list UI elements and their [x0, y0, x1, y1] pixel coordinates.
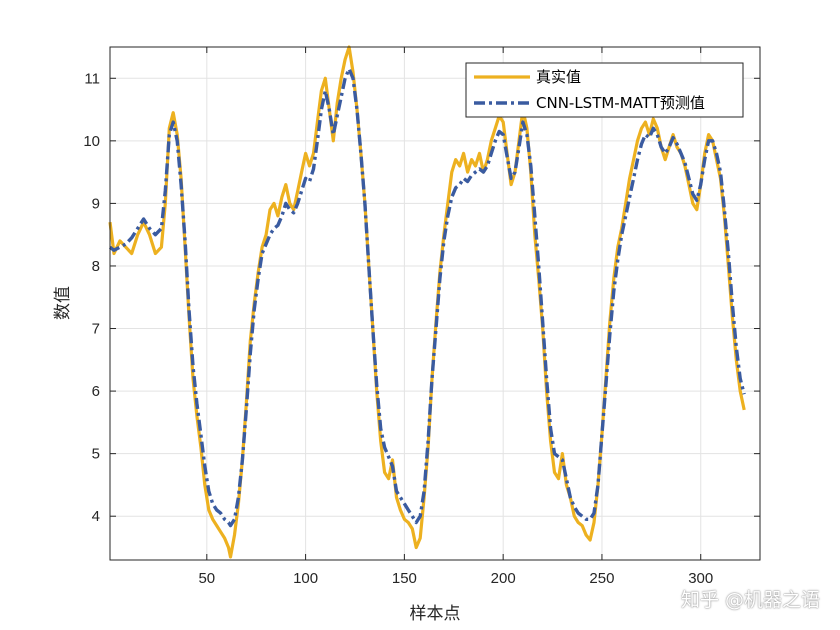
plot-frame	[109, 46, 761, 561]
series-line-true	[108, 45, 746, 559]
y-tick-label: 11	[84, 70, 100, 87]
legend-label-true: 真实值	[536, 68, 581, 86]
x-axis-label: 样本点	[410, 604, 461, 624]
y-tick-label: 8	[92, 258, 100, 275]
y-axis-label: 数值	[53, 286, 73, 320]
plot-background	[110, 47, 760, 560]
series-layer	[108, 45, 746, 559]
watermark: 知乎 @机器之语	[680, 589, 820, 611]
x-tick-label: 50	[198, 570, 215, 587]
legend: 真实值 CNN-LSTM-MATT预测值	[465, 62, 744, 118]
y-tick-label: 4	[92, 508, 100, 525]
x-tick-label: 150	[392, 570, 417, 587]
y-tick-label: 6	[92, 383, 100, 400]
x-tick-label: 300	[688, 570, 713, 587]
x-tick-label: 100	[293, 570, 318, 587]
y-tick-label: 5	[92, 446, 100, 463]
y-tick-label: 10	[83, 133, 100, 150]
legend-box	[465, 62, 744, 118]
x-tick-label: 250	[589, 570, 614, 587]
legend-label-pred: CNN-LSTM-MATT预测值	[536, 94, 705, 112]
ticks: 50 100 150 200 250 300 4 5 6 7 8 9 10 11	[83, 47, 760, 587]
y-tick-label: 9	[92, 195, 100, 212]
x-tick-label: 200	[491, 570, 516, 587]
series-line-pred	[108, 67, 746, 528]
y-tick-label: 7	[92, 321, 100, 338]
